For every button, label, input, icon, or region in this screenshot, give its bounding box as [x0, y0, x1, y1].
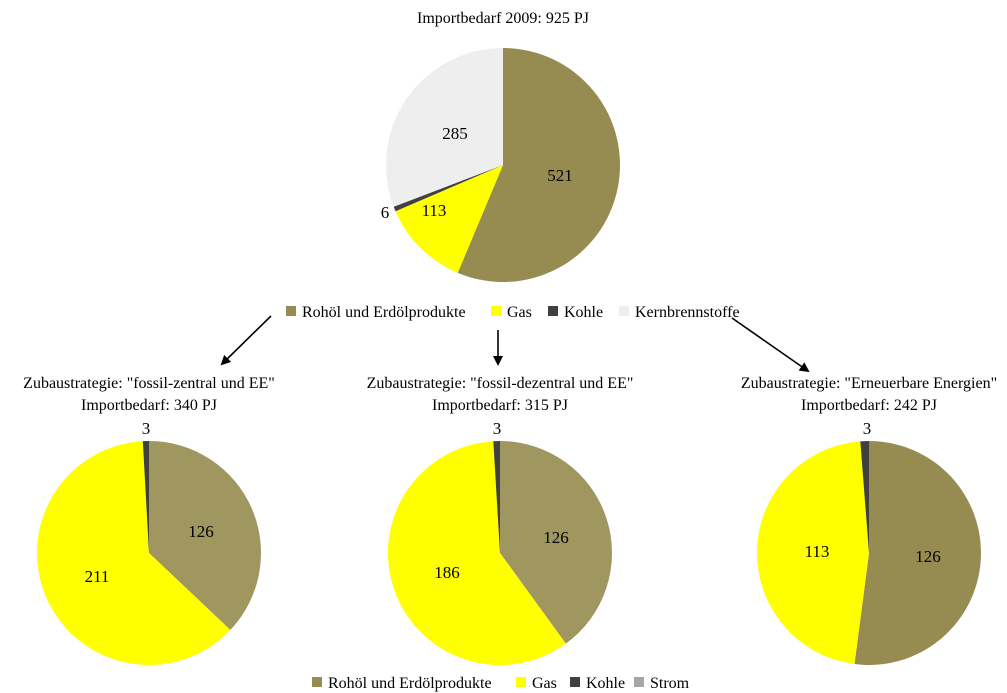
- pie3-title-line-1: Importbedarf: 242 PJ: [801, 397, 937, 414]
- arrow-2: [731, 317, 810, 373]
- pie1-value-label-1: 211: [85, 567, 110, 586]
- pie0-slice-0: [457, 47, 621, 282]
- legend-top-label-3: Kernbrennstoffe: [635, 304, 740, 321]
- legend-bottom-swatch-1: [516, 677, 526, 687]
- pie1-slice-2: [142, 440, 149, 553]
- pie0-slice-3: [385, 48, 503, 207]
- legend-top-swatch-2: [548, 306, 558, 316]
- pie2-value-label-0: 126: [543, 528, 569, 547]
- pie1-title-line-1: Importbedarf: 340 PJ: [81, 397, 217, 414]
- pie1-slice-0: [149, 441, 261, 630]
- pie1-value-label-2: 3: [142, 419, 151, 438]
- pie1-title-line-0: Zubaustrategie: "fossil-zentral und EE": [23, 375, 275, 392]
- legend-top-swatch-1: [491, 306, 501, 316]
- pie3-slice-2: [860, 441, 869, 553]
- legend-bottom-swatch-3: [634, 677, 644, 687]
- legend-bottom-swatch-2: [570, 677, 580, 687]
- pie3-slice-1: [756, 441, 869, 665]
- pie0-value-label-0: 521: [547, 166, 573, 185]
- pie3-value-label-1: 113: [805, 542, 830, 561]
- legend-top-swatch-0: [286, 306, 296, 316]
- pie2-slice-1: [387, 441, 566, 665]
- pie3-value-label-0: 126: [915, 547, 941, 566]
- legend-bottom-label-0: Rohöl und Erdölprodukte: [328, 675, 492, 692]
- legend-bottom-swatch-0: [312, 677, 322, 687]
- pie2-slice-2: [493, 441, 500, 553]
- pie0-title-line-0: Importbedarf 2009: 925 PJ: [417, 10, 589, 27]
- legend-bottom-label-1: Gas: [532, 675, 557, 692]
- legend-bottom-label-2: Kohle: [586, 675, 625, 692]
- pie0-slice-2: [393, 165, 503, 212]
- pie1-slice-1: [37, 441, 231, 665]
- legend-top-swatch-3: [619, 306, 629, 316]
- pie0-value-label-3: 285: [442, 124, 468, 143]
- pie2-value-label-1: 186: [434, 563, 460, 582]
- pie0-value-label-1: 113: [422, 201, 447, 220]
- pie2-slice-0: [500, 441, 612, 644]
- pie1-value-label-0: 126: [188, 522, 214, 541]
- pie2-value-label-2: 3: [493, 419, 502, 438]
- legend-top-label-2: Kohle: [564, 304, 603, 321]
- pie2-title-line-0: Zubaustrategie: "fossil-dezentral und EE…: [367, 375, 634, 392]
- legend-top-label-0: Rohöl und Erdölprodukte: [302, 304, 466, 321]
- pie0-slice-1: [395, 165, 503, 273]
- arrow-0: [220, 315, 272, 366]
- legend-top-label-1: Gas: [507, 304, 532, 321]
- pie3-value-label-2: 3: [863, 419, 872, 438]
- pie3-title-line-0: Zubaustrategie: "Erneuerbare Energien": [741, 375, 997, 392]
- legend-bottom-label-3: Strom: [650, 675, 690, 692]
- pie0-value-label-2: 6: [381, 203, 390, 222]
- pie3-slice-0: [854, 441, 981, 665]
- pie2-title-line-1: Importbedarf: 315 PJ: [432, 397, 568, 414]
